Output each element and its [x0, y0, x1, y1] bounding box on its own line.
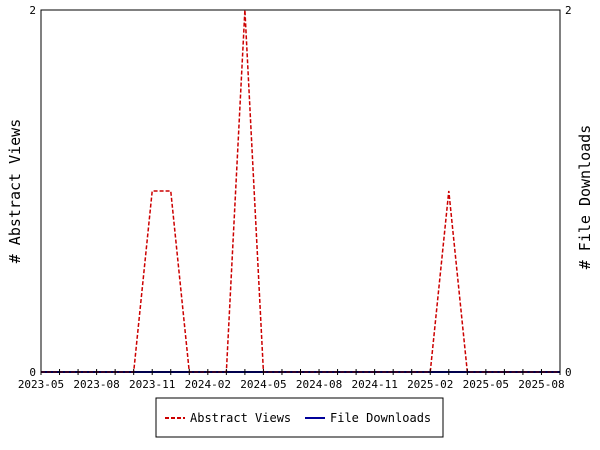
x-tick-label: 2024-08	[296, 378, 342, 391]
legend-label-file-downloads: File Downloads	[330, 411, 431, 425]
legend-frame	[155, 397, 444, 438]
legend: Abstract Views File Downloads	[155, 397, 444, 438]
x-tick-label: 2025-05	[463, 378, 509, 391]
x-tick-label: 2025-02	[407, 378, 453, 391]
x-tick-label: 2024-02	[185, 378, 231, 391]
y-left-tick-label-top: 2	[29, 4, 36, 17]
y-left-tick-label-bottom: 0	[29, 366, 36, 379]
x-tick-label: 2024-05	[240, 378, 286, 391]
y-right-axis-title: # File Downloads	[576, 125, 594, 270]
x-tick-label: 2023-05	[18, 378, 64, 391]
x-tick-label: 2023-11	[129, 378, 175, 391]
x-axis-ticks: 2023-05 2023-08 2023-11 2024-02 2024-05 2024-…	[18, 369, 565, 391]
plot-area-background	[41, 10, 560, 372]
y-right-tick-label-top: 2	[565, 4, 572, 17]
x-tick-label: 2023-08	[73, 378, 119, 391]
x-tick-label: 2025-08	[518, 378, 564, 391]
x-tick-label: 2024-11	[351, 378, 397, 391]
legend-label-abstract-views: Abstract Views	[190, 411, 291, 425]
y-left-axis-title: # Abstract Views	[6, 119, 24, 264]
y-right-tick-label-bottom: 0	[565, 366, 572, 379]
